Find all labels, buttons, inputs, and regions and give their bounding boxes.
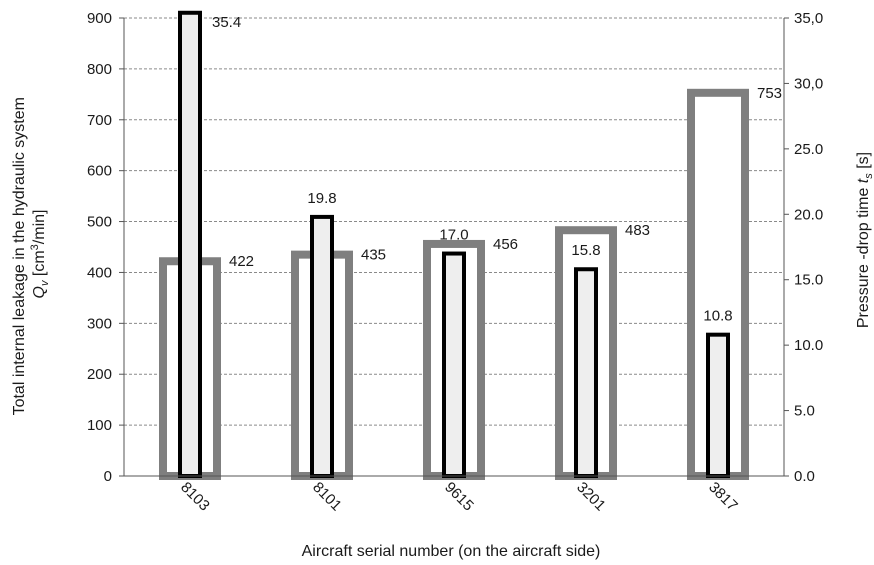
x-tick-label: 8103	[177, 479, 213, 515]
left-tick-label: 700	[87, 112, 112, 129]
left-tick-label: 900	[87, 10, 112, 27]
left-tick-label: 300	[87, 315, 112, 332]
leakage-value-label: 435	[361, 247, 386, 264]
left-tick-label: 500	[87, 214, 112, 231]
pressure-drop-bar	[178, 10, 202, 478]
pressure-drop-bar	[442, 251, 466, 478]
y-axis-right-title: Pressure -drop time ts [s]	[855, 152, 874, 328]
leakage-value-label: 422	[229, 253, 254, 270]
left-axis-ticks: 0 100 200 300 400 500 600 700 800 900	[87, 10, 124, 485]
left-tick-label: 0	[104, 468, 112, 485]
right-tick-label: 25.0	[794, 141, 823, 158]
leakage-value-label: 483	[625, 222, 650, 239]
left-tick-label: 200	[87, 366, 112, 383]
left-tick-label: 100	[87, 417, 112, 434]
y-axis-left-title-line2: Qv [cm3/min]	[29, 210, 51, 299]
left-tick-label: 800	[87, 61, 112, 78]
data-labels: 422 435 456 483 753 35.4 19.8 17.0 15.8 10.8	[212, 14, 782, 325]
pressure-drop-value-label: 17.0	[439, 227, 468, 244]
y-axis-left-title-line1: Total internal leakage in the hydraulic …	[11, 97, 28, 415]
right-axis-ticks: 0.0 5.0 10.0 15.0 20.0 25.0 30,0 35,0	[784, 10, 823, 485]
right-tick-label: 35,0	[794, 10, 823, 27]
right-tick-label: 10.0	[794, 337, 823, 354]
x-tick-label: 9615	[441, 479, 477, 515]
pressure-drop-value-label: 15.8	[571, 242, 600, 259]
pressure-drop-value-label: 35.4	[212, 14, 241, 31]
axes	[123, 18, 785, 477]
pressure-drop-bar	[310, 214, 334, 478]
pressure-drop-value-label: 10.8	[703, 308, 732, 325]
leakage-value-label: 753	[757, 85, 782, 102]
right-tick-label: 20.0	[794, 206, 823, 223]
left-tick-label: 400	[87, 264, 112, 281]
pressure-drop-bar	[574, 267, 598, 479]
y-axis-left-title: Total internal leakage in the hydraulic …	[11, 93, 51, 416]
pressure-drop-value-label: 19.8	[307, 190, 336, 207]
left-tick-label: 600	[87, 163, 112, 180]
x-axis-ticks: 8103 8101 9615 3201 3817	[177, 479, 741, 515]
pressure-drop-bar	[706, 332, 730, 478]
right-tick-label: 5.0	[794, 403, 815, 420]
x-tick-label: 3201	[573, 479, 609, 515]
right-tick-label: 15.0	[794, 272, 823, 289]
right-tick-label: 30,0	[794, 75, 823, 92]
x-tick-label: 3817	[705, 479, 741, 515]
x-axis-title: Aircraft serial number (on the aircraft …	[302, 543, 601, 560]
leakage-value-label: 456	[493, 236, 518, 253]
gridlines	[124, 17, 784, 426]
right-tick-label: 0.0	[794, 468, 815, 485]
x-tick-label: 8101	[309, 479, 345, 515]
